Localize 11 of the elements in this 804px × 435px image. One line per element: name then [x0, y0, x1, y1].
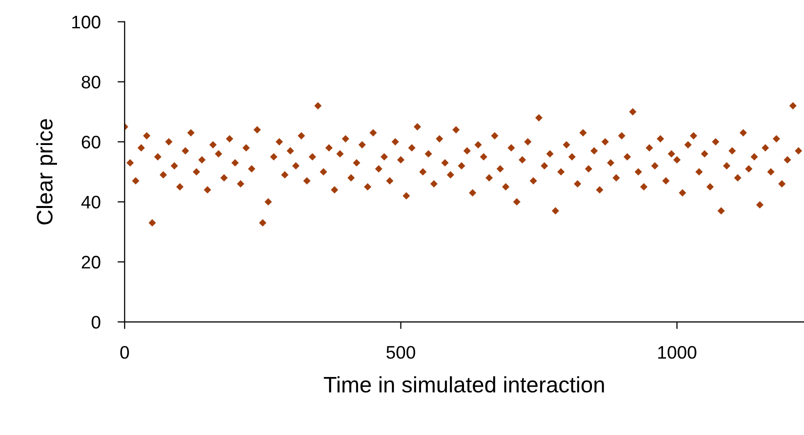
x-tick-label: 0	[120, 346, 129, 359]
y-tick-label: 20	[82, 256, 100, 269]
y-tick-label: 60	[82, 136, 100, 149]
x-axis-title: Time in simulated interaction	[324, 376, 604, 393]
y-tick-label: 80	[82, 76, 100, 88]
y-axis-title: Clear price	[36, 119, 57, 224]
x-tick-label: 1000	[658, 346, 696, 359]
y-tick-label: 40	[81, 196, 100, 209]
y-tick-label: 100	[72, 16, 100, 28]
x-tick-label: 500	[386, 346, 416, 359]
y-tick-label: 0	[92, 316, 100, 329]
